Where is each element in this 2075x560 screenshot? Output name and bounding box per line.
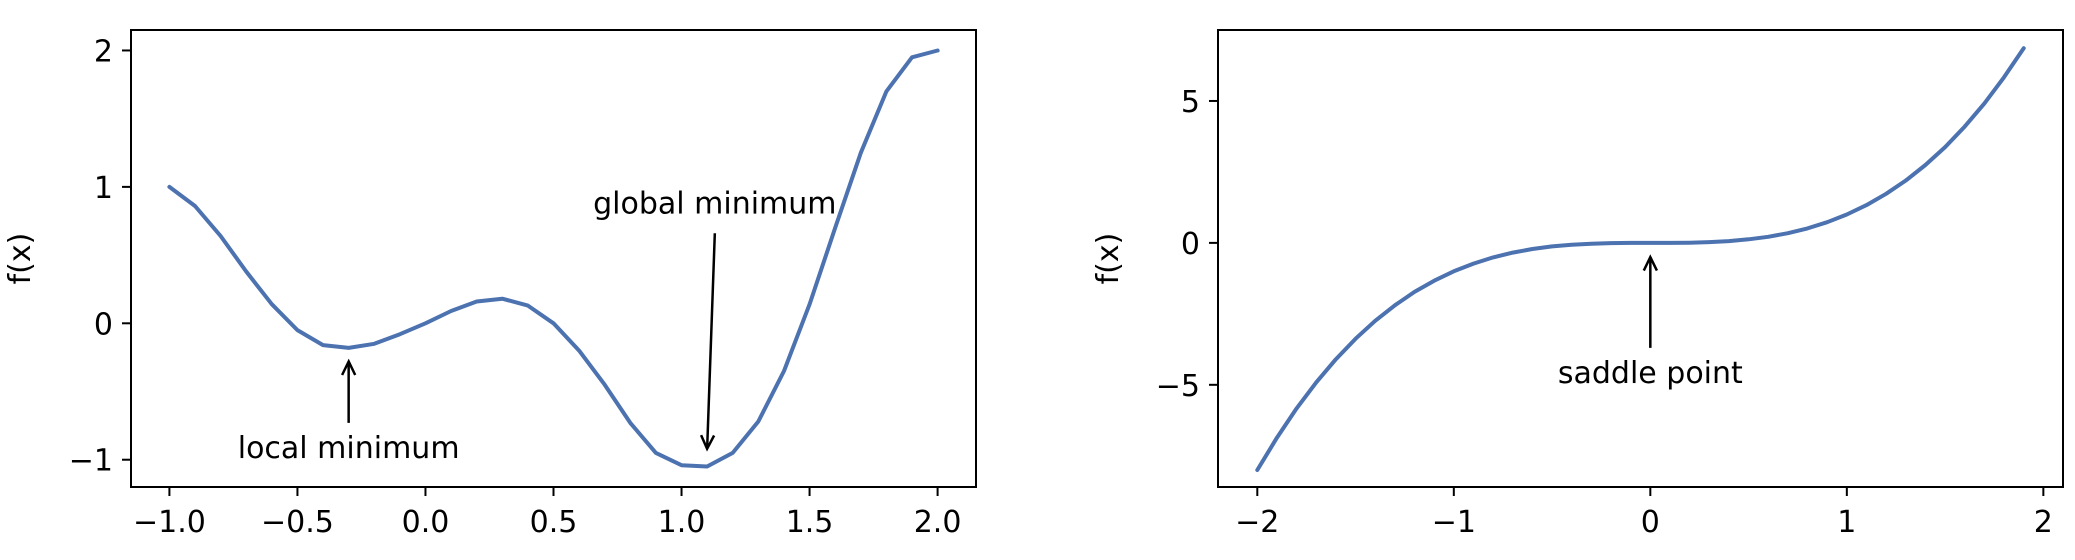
annotation-label: local minimum	[238, 431, 460, 466]
y-tick-label: 5	[1181, 85, 1200, 120]
y-tick-label: 0	[94, 307, 113, 342]
annotation-arrowhead	[699, 434, 716, 452]
y-tick-label: 0	[1181, 227, 1200, 262]
x-tick-label: 1	[1837, 505, 1856, 540]
x-tick-label: 0.5	[530, 505, 578, 540]
annotation-arrowhead	[1642, 254, 1659, 272]
y-axis-label: f(x)	[3, 233, 38, 285]
y-tick-label: 2	[94, 34, 113, 69]
plot-frame	[130, 29, 977, 488]
x-tick-label: 2	[2034, 505, 2053, 540]
annotation-label: saddle point	[1558, 356, 1743, 391]
x-tick-label: 0	[1641, 505, 1660, 540]
annotation-label: global minimum	[593, 186, 836, 221]
x-tick-label: −1	[1432, 505, 1476, 540]
y-tick-label: −5	[1156, 369, 1200, 404]
x-tick-label: 0.0	[402, 505, 450, 540]
x-tick-label: 1.5	[786, 505, 834, 540]
left-chart-panel: −1.0 −0.5 0.0 0.5 1.0 1.5 2.0 −1 0 1 2 f(x) local mi…	[3, 29, 977, 540]
y-axis-label: f(x)	[1091, 233, 1126, 285]
y-tick-label: 1	[94, 171, 113, 206]
x-tick-label: −0.5	[261, 505, 334, 540]
right-chart-panel: −2 −1 0 1 2 −5 0 5 f(x) saddle point	[1091, 29, 2064, 540]
x-tick-label: 2.0	[914, 505, 962, 540]
x-tick-label: −2	[1235, 505, 1279, 540]
annotation-arrowhead	[340, 358, 357, 376]
x-tick-label: −1.0	[133, 505, 206, 540]
annotation-arrow	[705, 233, 717, 449]
series-line	[167, 48, 940, 469]
plot-frame	[1217, 29, 2064, 488]
y-tick-label: −1	[69, 444, 113, 479]
x-tick-label: 1.0	[658, 505, 706, 540]
series-line	[1255, 46, 2026, 472]
